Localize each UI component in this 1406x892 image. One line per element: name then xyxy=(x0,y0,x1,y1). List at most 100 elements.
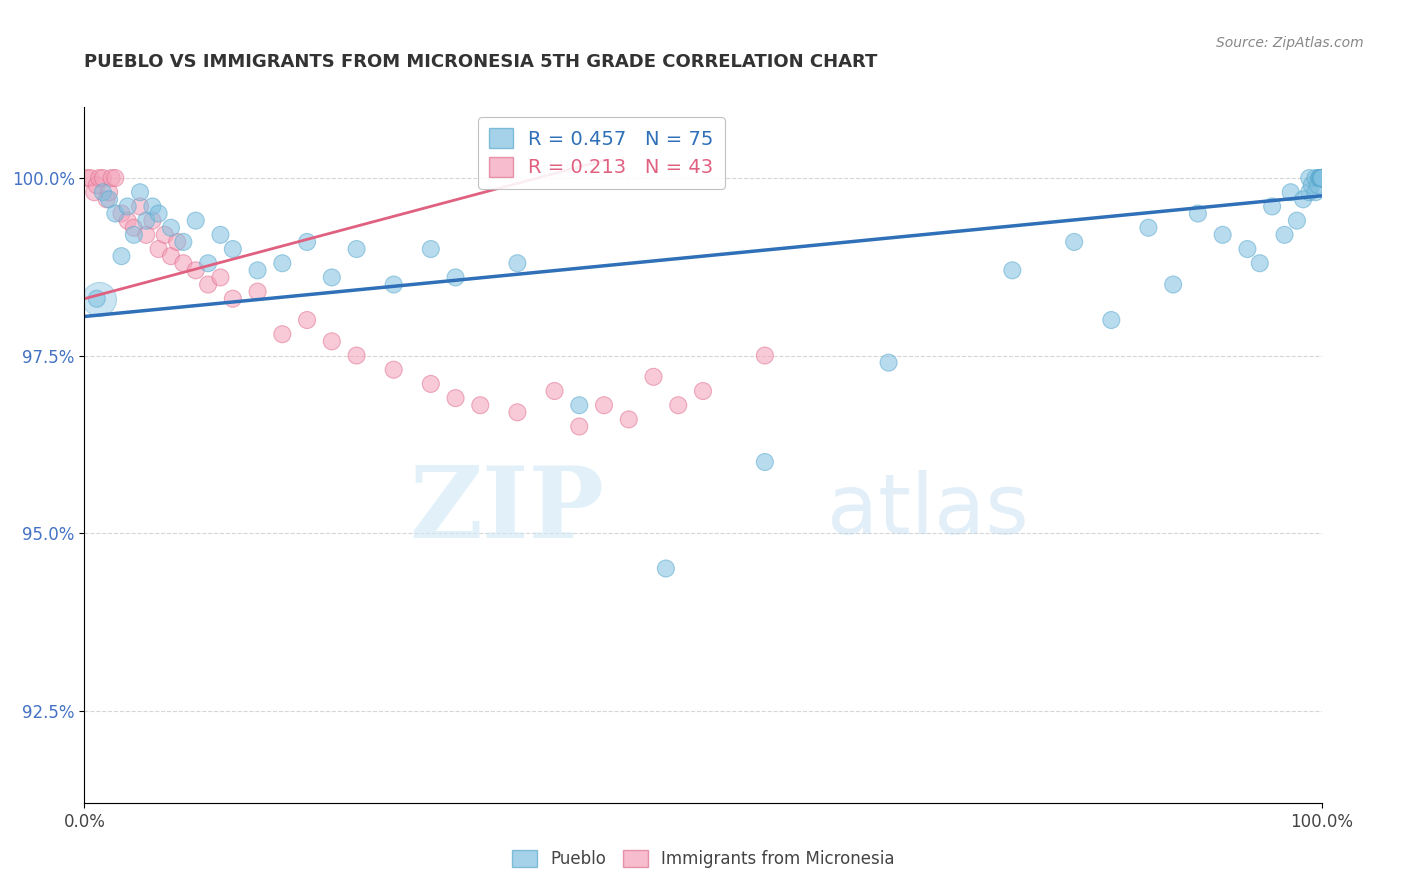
Point xyxy=(1310,171,1333,186)
Point xyxy=(166,235,188,249)
Point xyxy=(172,235,194,249)
Point xyxy=(419,376,441,391)
Point xyxy=(98,186,121,200)
Point xyxy=(1279,186,1302,200)
Point xyxy=(754,349,776,363)
Point xyxy=(79,171,101,186)
Legend: R = 0.457   N = 75, R = 0.213   N = 43: R = 0.457 N = 75, R = 0.213 N = 43 xyxy=(478,117,725,189)
Point xyxy=(222,292,245,306)
Point xyxy=(1301,178,1323,193)
Point xyxy=(104,206,127,220)
Point xyxy=(122,227,145,242)
Point xyxy=(172,256,194,270)
Point xyxy=(295,313,318,327)
Point xyxy=(110,206,132,220)
Point xyxy=(153,227,176,242)
Point xyxy=(1310,171,1333,186)
Point xyxy=(1308,171,1330,186)
Point xyxy=(1310,171,1333,186)
Point xyxy=(184,213,207,227)
Point xyxy=(96,192,118,206)
Point xyxy=(1187,206,1209,220)
Point xyxy=(209,227,232,242)
Point xyxy=(76,171,98,186)
Legend: Pueblo, Immigrants from Micronesia: Pueblo, Immigrants from Micronesia xyxy=(505,843,901,875)
Point xyxy=(91,186,114,200)
Point xyxy=(160,220,183,235)
Point xyxy=(1298,186,1320,200)
Point xyxy=(91,171,114,186)
Point xyxy=(1308,171,1330,186)
Point xyxy=(568,398,591,412)
Point xyxy=(321,270,343,285)
Point xyxy=(1261,199,1284,213)
Point xyxy=(129,199,152,213)
Point xyxy=(1236,242,1258,256)
Point xyxy=(135,213,157,227)
Point xyxy=(506,256,529,270)
Point xyxy=(382,277,405,292)
Point xyxy=(692,384,714,398)
Point xyxy=(444,270,467,285)
Point xyxy=(197,256,219,270)
Point xyxy=(506,405,529,419)
Point xyxy=(1212,227,1234,242)
Text: ZIP: ZIP xyxy=(409,462,605,559)
Point xyxy=(1310,171,1333,186)
Point xyxy=(1310,171,1333,186)
Point xyxy=(1310,171,1333,186)
Point xyxy=(1309,171,1331,186)
Point xyxy=(1310,171,1333,186)
Point xyxy=(86,292,108,306)
Point xyxy=(89,292,111,306)
Point xyxy=(1001,263,1024,277)
Point xyxy=(346,349,368,363)
Point xyxy=(1310,171,1333,186)
Point xyxy=(543,384,565,398)
Point xyxy=(98,192,121,206)
Point xyxy=(148,242,170,256)
Point xyxy=(419,242,441,256)
Point xyxy=(1306,178,1329,193)
Point xyxy=(1310,171,1333,186)
Point xyxy=(470,398,492,412)
Point xyxy=(122,220,145,235)
Point xyxy=(346,242,368,256)
Text: Source: ZipAtlas.com: Source: ZipAtlas.com xyxy=(1216,36,1364,50)
Point xyxy=(135,227,157,242)
Point xyxy=(1310,171,1333,186)
Point xyxy=(271,256,294,270)
Point xyxy=(1292,192,1315,206)
Point xyxy=(1305,171,1327,186)
Point xyxy=(295,235,318,249)
Point xyxy=(184,263,207,277)
Point xyxy=(1137,220,1160,235)
Point xyxy=(1063,235,1085,249)
Point xyxy=(1298,171,1320,186)
Point xyxy=(382,362,405,376)
Point xyxy=(666,398,689,412)
Point xyxy=(1310,171,1333,186)
Point xyxy=(1310,171,1333,186)
Point xyxy=(197,277,219,292)
Text: PUEBLO VS IMMIGRANTS FROM MICRONESIA 5TH GRADE CORRELATION CHART: PUEBLO VS IMMIGRANTS FROM MICRONESIA 5TH… xyxy=(84,54,877,71)
Point xyxy=(593,398,616,412)
Point xyxy=(117,213,139,227)
Point xyxy=(1161,277,1184,292)
Point xyxy=(1310,171,1333,186)
Point xyxy=(1310,171,1333,186)
Point xyxy=(1309,171,1331,186)
Point xyxy=(754,455,776,469)
Point xyxy=(1099,313,1122,327)
Point xyxy=(444,391,467,405)
Point xyxy=(1285,213,1308,227)
Point xyxy=(655,561,678,575)
Point xyxy=(209,270,232,285)
Point xyxy=(89,171,111,186)
Point xyxy=(568,419,591,434)
Point xyxy=(129,186,152,200)
Point xyxy=(271,327,294,342)
Point xyxy=(1310,171,1333,186)
Point xyxy=(1305,186,1327,200)
Point xyxy=(1310,171,1333,186)
